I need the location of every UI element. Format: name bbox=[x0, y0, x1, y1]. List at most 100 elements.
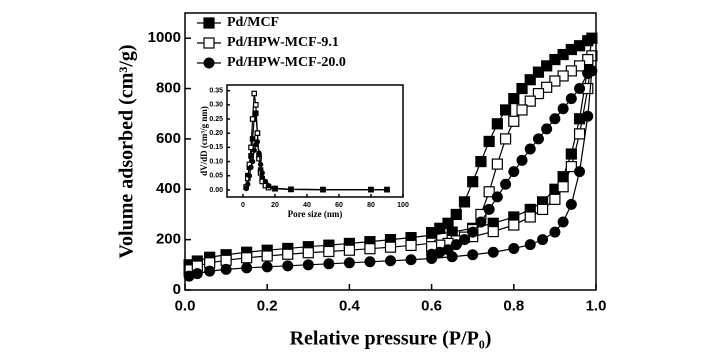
marker bbox=[272, 185, 278, 191]
marker bbox=[541, 60, 553, 72]
marker bbox=[249, 158, 256, 165]
marker bbox=[487, 225, 499, 238]
marker bbox=[467, 226, 479, 238]
series bbox=[243, 139, 390, 193]
x-tick-label: 100 bbox=[397, 202, 409, 209]
x-tick-label: 60 bbox=[335, 202, 343, 209]
marker bbox=[191, 268, 203, 280]
marker bbox=[491, 158, 503, 170]
legend-marker bbox=[203, 37, 215, 49]
x-tick-label: 0 bbox=[241, 202, 245, 209]
marker bbox=[265, 182, 272, 189]
marker bbox=[499, 133, 512, 145]
plot-frame bbox=[226, 84, 404, 198]
marker bbox=[557, 103, 569, 115]
marker bbox=[467, 249, 479, 261]
y-tick-label: 0.25 bbox=[209, 116, 223, 123]
marker bbox=[384, 241, 397, 253]
marker bbox=[508, 219, 520, 231]
marker bbox=[261, 250, 273, 262]
marker bbox=[487, 246, 499, 258]
marker bbox=[499, 104, 512, 116]
marker bbox=[565, 148, 577, 160]
marker bbox=[288, 186, 294, 193]
y-tick-label: 0.10 bbox=[209, 158, 223, 165]
marker bbox=[251, 90, 258, 97]
marker bbox=[302, 259, 314, 271]
marker bbox=[549, 75, 561, 87]
marker bbox=[384, 186, 390, 193]
y-tick-label: 0.00 bbox=[209, 187, 223, 194]
marker bbox=[549, 113, 561, 125]
marker bbox=[574, 166, 586, 178]
marker bbox=[261, 261, 273, 273]
x-tick-label: 20 bbox=[271, 202, 279, 209]
series-line bbox=[188, 54, 593, 271]
plot-frame bbox=[184, 12, 597, 291]
x-tick-label: 1.0 bbox=[586, 298, 607, 315]
marker bbox=[257, 161, 264, 168]
marker bbox=[302, 247, 314, 259]
x-tick-label: 0.0 bbox=[175, 298, 196, 315]
marker bbox=[582, 110, 594, 122]
marker bbox=[565, 161, 577, 173]
marker bbox=[475, 216, 487, 228]
marker bbox=[565, 93, 577, 105]
marker bbox=[364, 256, 376, 268]
marker bbox=[549, 193, 561, 205]
marker bbox=[405, 254, 417, 266]
marker bbox=[256, 150, 262, 156]
marker bbox=[405, 239, 417, 252]
x-tick-label: 0.6 bbox=[421, 298, 442, 315]
y-tick-label: 0.30 bbox=[209, 102, 223, 109]
marker bbox=[524, 143, 536, 155]
marker bbox=[483, 135, 495, 148]
marker bbox=[508, 166, 520, 178]
marker bbox=[249, 116, 256, 122]
y-axis-label: dV/dD (cm³/g nm) bbox=[199, 106, 209, 176]
marker bbox=[508, 93, 520, 105]
y-tick-label: 0.15 bbox=[209, 144, 223, 151]
marker bbox=[475, 155, 487, 168]
marker bbox=[467, 176, 479, 188]
marker bbox=[426, 248, 438, 260]
legend-label: Pd/HPW-MCF-9.1 bbox=[227, 35, 339, 50]
marker bbox=[204, 265, 216, 277]
marker bbox=[536, 203, 549, 216]
marker bbox=[249, 136, 256, 142]
marker bbox=[248, 164, 254, 170]
marker bbox=[343, 257, 355, 269]
series-line bbox=[188, 69, 593, 277]
marker bbox=[323, 245, 335, 258]
marker bbox=[262, 178, 269, 185]
marker bbox=[557, 216, 569, 228]
marker bbox=[532, 66, 545, 78]
marker bbox=[253, 102, 259, 108]
marker bbox=[385, 255, 396, 267]
marker bbox=[524, 74, 536, 86]
y-tick-label: 1000 bbox=[148, 29, 181, 46]
legend-label: Pd/HPW-MCF-20.0 bbox=[227, 55, 346, 70]
x-axis-label: Pore size (nm) bbox=[288, 209, 343, 219]
marker bbox=[458, 234, 470, 246]
marker bbox=[524, 239, 536, 251]
marker bbox=[565, 198, 577, 210]
x-tick-label: 0.4 bbox=[339, 298, 361, 315]
marker bbox=[532, 87, 545, 100]
marker bbox=[320, 186, 326, 193]
marker bbox=[537, 234, 549, 246]
y-tick-label: 200 bbox=[156, 231, 181, 248]
marker bbox=[246, 173, 253, 179]
marker bbox=[483, 203, 495, 215]
y-tick-label: 0.35 bbox=[209, 88, 223, 95]
marker bbox=[248, 144, 254, 151]
marker bbox=[500, 178, 512, 190]
y-tick-label: 0.20 bbox=[209, 130, 223, 137]
marker bbox=[343, 244, 355, 256]
y-tick-label: 0 bbox=[173, 281, 181, 298]
marker bbox=[243, 185, 249, 192]
marker bbox=[524, 95, 536, 107]
marker bbox=[245, 181, 251, 187]
marker bbox=[508, 242, 520, 254]
